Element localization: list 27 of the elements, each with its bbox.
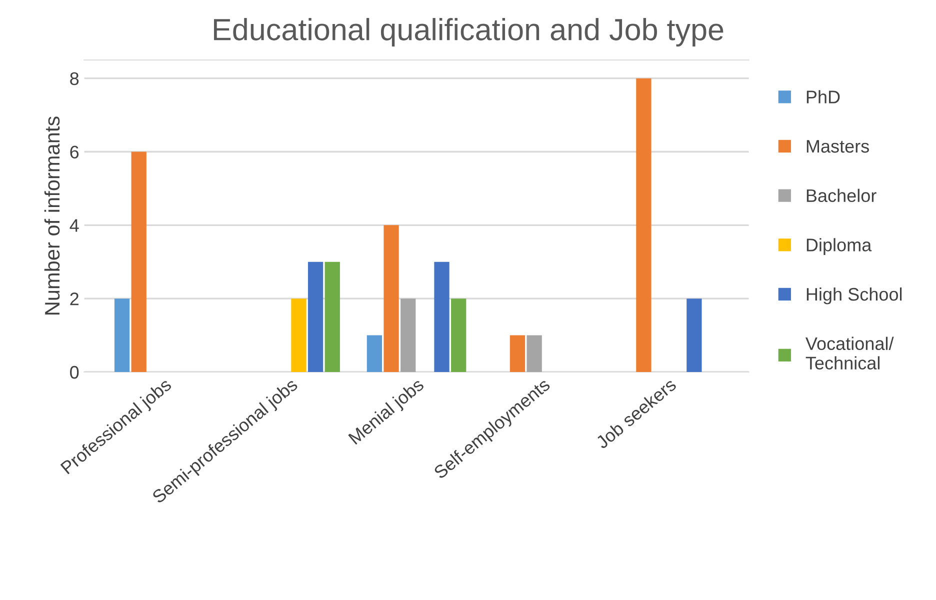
legend-label: Vocational/ Technical xyxy=(806,336,894,370)
y-tick-label: 2 xyxy=(70,292,78,306)
legend-label: Diploma xyxy=(806,238,872,255)
bar xyxy=(636,78,652,372)
y-axis-title: Number of informants xyxy=(44,116,60,314)
bar xyxy=(451,298,466,372)
bar xyxy=(366,335,382,372)
bar xyxy=(114,298,130,372)
bar xyxy=(291,298,306,372)
y-tick-label: 8 xyxy=(70,72,79,86)
bar xyxy=(308,262,324,372)
y-tick-label: 6 xyxy=(70,146,79,158)
y-tick-label: 0 xyxy=(70,366,79,379)
bar xyxy=(324,262,340,372)
bar xyxy=(510,335,526,372)
y-tick-label: 4 xyxy=(70,219,79,232)
bar xyxy=(434,262,450,372)
legend-label: Bachelor xyxy=(806,188,876,202)
bar xyxy=(400,298,416,372)
chart-title: Educational qualification and Job type xyxy=(214,18,724,46)
legend-label: High School xyxy=(806,287,902,304)
bar xyxy=(526,335,542,372)
bar xyxy=(131,152,146,372)
bar xyxy=(384,225,399,372)
legend-label: Masters xyxy=(806,140,869,153)
legend-label: PhD xyxy=(806,90,840,104)
bar xyxy=(686,298,702,372)
